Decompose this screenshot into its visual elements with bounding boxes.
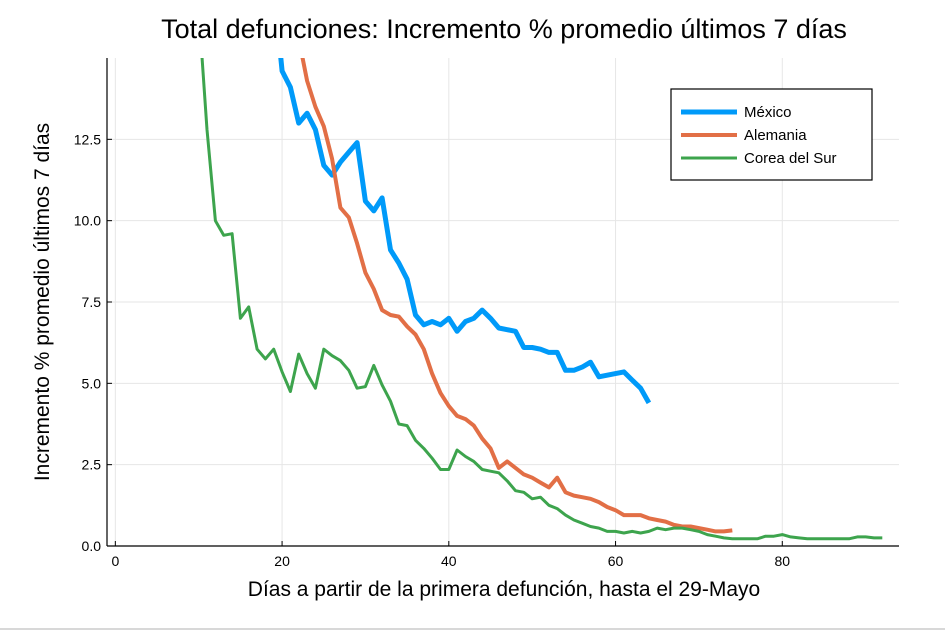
x-axis-label: Días a partir de la primera defunción, h… [248,578,760,601]
x-tick-label: 60 [608,553,624,569]
series-line-0 [278,58,652,405]
y-tick-label: 5.0 [82,375,102,391]
y-tick-label: 12.5 [74,131,101,147]
bottom-divider [0,628,945,630]
y-tick-label: 0.0 [82,538,102,554]
legend: México Alemania Corea del Sur [670,88,873,181]
series-layer [200,58,883,541]
series-line-2 [200,58,883,541]
tick-labels: 0 20 40 60 80 0.0 2.5 5.0 7.5 10.0 12.5 [74,131,791,569]
x-tick-label: 20 [274,553,290,569]
legend-label-1: Alemania [744,127,807,144]
legend-label-2: Corea del Sur [744,150,837,167]
y-tick-label: 2.5 [82,457,102,473]
x-tick-label: 40 [441,553,457,569]
series-line-1 [300,58,733,534]
x-tick-label: 80 [774,553,790,569]
y-tick-label: 7.5 [82,294,102,310]
legend-label-0: México [744,104,792,121]
x-tick-label: 0 [111,553,119,569]
y-tick-label: 10.0 [74,213,101,229]
chart-title: Total defunciones: Incremento % promedio… [161,14,847,44]
y-axis-label: Incremento % promedio últimos 7 días [31,123,54,481]
